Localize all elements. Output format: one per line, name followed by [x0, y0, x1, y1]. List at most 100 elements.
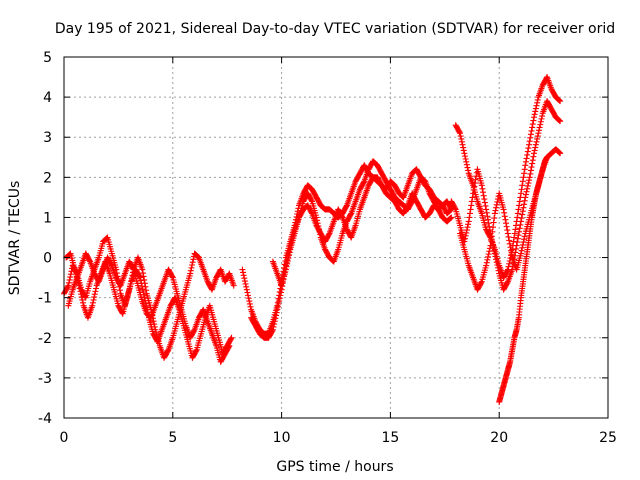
data-point-interp: [187, 267, 194, 274]
data-point-interp: [457, 133, 464, 140]
data-point-interp: [529, 124, 536, 131]
data-point-interp: [531, 111, 538, 118]
data-point-interp: [314, 217, 321, 224]
data-point-interp: [491, 247, 498, 254]
data-point: [526, 138, 533, 145]
data-point-interp: [486, 223, 493, 230]
data-point-interp: [277, 289, 284, 296]
y-tick-label: 5: [43, 50, 52, 66]
data-point-interp: [538, 115, 545, 122]
data-point-interp: [508, 247, 515, 254]
data-point-interp: [286, 252, 293, 259]
data-point-interp: [447, 206, 454, 213]
data-point-interp: [89, 299, 96, 306]
data-point-interp: [519, 178, 526, 185]
data-point-interp: [516, 225, 523, 232]
data-point-interp: [271, 318, 278, 325]
data-point-interp: [518, 215, 525, 222]
y-tick-label: -3: [38, 371, 52, 387]
data-point-interp: [526, 141, 533, 148]
data-point-interp: [468, 198, 475, 205]
data-point-interp: [270, 323, 277, 330]
data-point-interp: [66, 276, 73, 283]
data-point-interp: [463, 229, 470, 236]
data-point: [461, 150, 468, 157]
data-point-interp: [532, 108, 539, 115]
data-point: [89, 302, 96, 309]
y-tick-label: 0: [43, 251, 52, 267]
data-point-interp: [486, 248, 493, 255]
data-point: [76, 282, 83, 289]
data-point-interp: [464, 164, 471, 171]
data-point-interp: [530, 153, 537, 160]
data-point: [448, 214, 455, 221]
data-point: [243, 286, 250, 293]
data-point-interp: [493, 204, 500, 211]
data-point-interp: [246, 298, 253, 305]
chart-title: Day 195 of 2021, Sidereal Day-to-day VTE…: [55, 21, 615, 37]
data-point-interp: [495, 267, 502, 274]
data-point-interp: [447, 215, 454, 222]
data-point-interp: [463, 161, 470, 168]
y-tick-labels: -4 -3 -2 -1 0 1 2 3 4 5: [38, 50, 52, 427]
data-point-interp: [108, 261, 115, 268]
data-point-interp: [514, 214, 521, 221]
y-tick-label: -4: [38, 411, 52, 427]
data-point-interp: [488, 237, 495, 244]
data-point-interp: [491, 215, 498, 222]
data-point-interp: [515, 232, 522, 239]
data-point-interp: [525, 180, 532, 187]
data-point-interp: [141, 276, 148, 283]
data-point-interp: [484, 213, 491, 220]
data-point-interp: [472, 176, 479, 183]
data-point-interp: [151, 321, 158, 328]
data-point-interp: [283, 263, 290, 270]
data-point-interp: [531, 147, 538, 154]
data-point-interp: [90, 296, 97, 303]
data-point-interp: [273, 309, 280, 316]
data-point-interp: [91, 291, 98, 298]
data-point-interp: [193, 347, 200, 354]
data-point-interp: [493, 256, 500, 263]
data-point-interp: [490, 244, 497, 251]
data-point-interp: [512, 249, 519, 256]
data-point-interp: [519, 182, 526, 189]
data-point-interp: [275, 300, 282, 307]
data-point-interp: [463, 158, 470, 165]
data-point-interp: [271, 321, 278, 328]
data-point-interp: [483, 259, 490, 266]
data-point: [457, 130, 464, 137]
data-point-interp: [92, 288, 99, 295]
data-point-interp: [317, 231, 324, 238]
data-point-interp: [169, 273, 176, 280]
x-axis-label: GPS time / hours: [276, 459, 393, 475]
data-point-interp: [316, 228, 323, 235]
data-point: [269, 326, 276, 333]
data-point-interp: [521, 166, 528, 173]
x-tick-label: 25: [599, 430, 617, 446]
data-point-interp: [308, 197, 315, 204]
data-point-interp: [527, 170, 534, 177]
data-point-interp: [459, 141, 466, 148]
data-point-interp: [86, 257, 93, 264]
data-point: [535, 130, 542, 137]
data-point-interp: [534, 96, 541, 103]
series-track-h: [448, 98, 564, 293]
data-point-interp: [512, 226, 519, 233]
data-point-interp: [242, 280, 249, 287]
data-point-interp: [490, 219, 497, 226]
data-point-interp: [516, 228, 523, 235]
data-point: [491, 210, 498, 217]
data-point: [483, 206, 490, 213]
data-point-interp: [463, 227, 470, 234]
data-point-interp: [525, 145, 532, 152]
data-point: [526, 174, 533, 181]
data-point-interp: [518, 247, 525, 254]
data-point-interp: [77, 288, 84, 295]
data-point: [313, 214, 320, 221]
data-point-interp: [76, 285, 83, 292]
data-point: [531, 150, 538, 157]
data-point-interp: [556, 117, 563, 124]
data-point-interp: [488, 233, 495, 240]
